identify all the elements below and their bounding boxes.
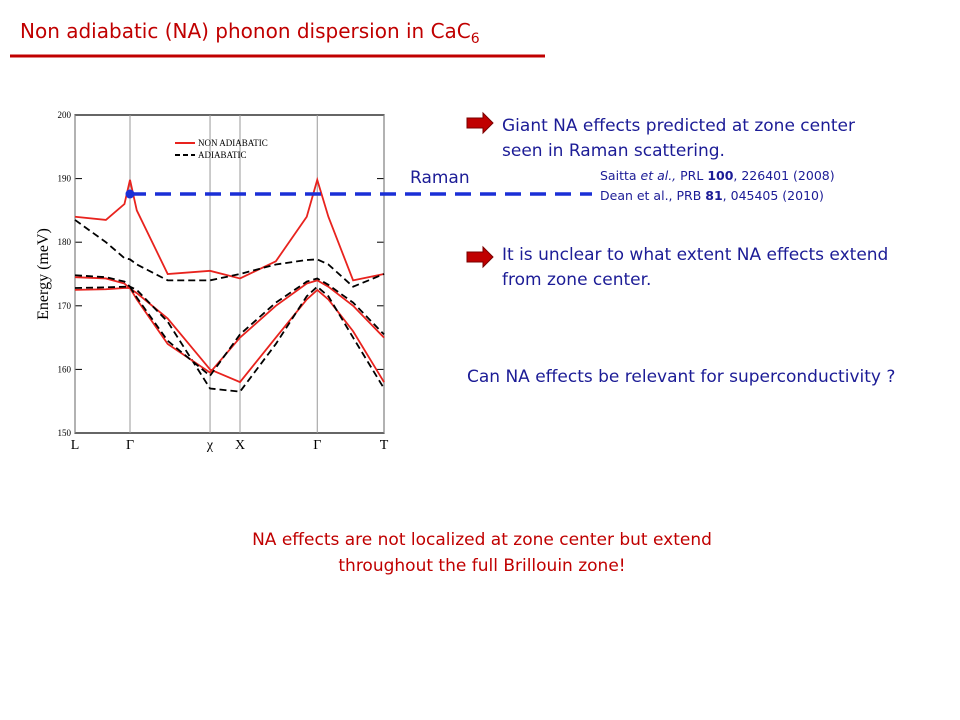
dispersion-curve	[74, 219, 385, 288]
ref-part: 100	[707, 168, 733, 183]
dispersion-curve	[74, 274, 385, 393]
y-tick-label: 160	[58, 364, 72, 374]
title: Non adiabatic (NA) phonon dispersion in …	[20, 19, 480, 47]
y-tick-label: 190	[58, 174, 72, 184]
ref-part: , 045405 (2010)	[723, 188, 824, 203]
question: Can NA effects be relevant for supercond…	[467, 367, 895, 387]
conclusion: throughout the full Brillouin zone!	[338, 556, 625, 576]
title-subscript: 6	[471, 31, 480, 47]
y-tick-label: 170	[58, 301, 72, 311]
bullet-line: Giant NA effects predicted at zone cente…	[502, 116, 855, 136]
x-tick-label: χ	[206, 438, 214, 453]
raman-label: Raman	[410, 168, 470, 188]
legend-label: ADIABATIC	[198, 150, 247, 160]
ref-part: 81	[705, 188, 722, 203]
x-tick-label: Γ	[313, 438, 321, 453]
y-tick-label: 200	[58, 110, 72, 120]
dispersion-curve	[74, 277, 385, 378]
bullet-line: seen in Raman scattering.	[502, 141, 725, 161]
x-tick-label: T	[380, 438, 389, 453]
arrow-icon	[466, 111, 494, 135]
legend-label: NON ADIABATIC	[198, 138, 268, 148]
bullet-line: It is unclear to what extent NA effects …	[502, 245, 888, 265]
bullet-line: from zone center.	[502, 270, 651, 290]
dispersion-curve	[74, 176, 385, 282]
y-tick-label: 180	[58, 237, 72, 247]
ref-part: , 226401 (2008)	[733, 168, 834, 183]
reference: Dean et al., PRB 81, 045405 (2010)	[600, 188, 824, 203]
arrow-icon	[466, 245, 494, 269]
reference: Saitta et al., PRL 100, 226401 (2008)	[600, 168, 835, 183]
x-tick-label: Γ	[126, 438, 134, 453]
raman-dot	[125, 189, 135, 199]
ref-part: Saitta	[600, 168, 641, 183]
title-text: Non adiabatic (NA) phonon dispersion in …	[20, 19, 471, 43]
ref-part: Dean et al., PRB	[600, 188, 705, 203]
y-tick-label: 150	[58, 428, 72, 438]
dispersion-curve	[74, 276, 385, 384]
ref-part: et al.,	[641, 168, 677, 183]
y-axis-label: Energy (meV)	[35, 228, 52, 320]
conclusion: NA effects are not localized at zone cen…	[252, 530, 712, 550]
ref-part: PRL	[676, 168, 707, 183]
x-tick-label: L	[71, 438, 80, 453]
x-tick-label: X	[235, 438, 245, 453]
dispersion-curve	[74, 279, 385, 374]
